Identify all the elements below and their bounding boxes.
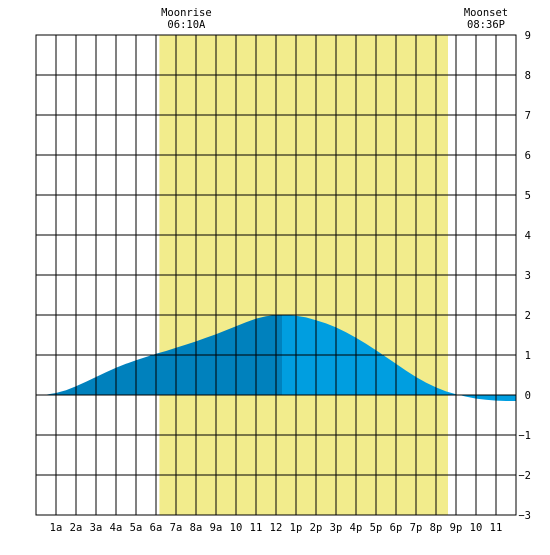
grid xyxy=(36,35,516,515)
x-tick-label: 11 xyxy=(490,522,503,534)
moonrise-label: Moonrise xyxy=(161,7,212,19)
plot-frame xyxy=(35,34,517,516)
y-tick-label: 7 xyxy=(525,110,531,122)
x-tick-label: 9a xyxy=(210,522,223,534)
y-tick-label: 3 xyxy=(525,270,531,282)
moonrise-time: 06:10A xyxy=(167,19,206,31)
y-tick-label: 5 xyxy=(525,190,531,202)
x-tick-label: 1p xyxy=(290,522,303,534)
x-tick-label: 8p xyxy=(430,522,443,534)
x-tick-label: 5p xyxy=(370,522,383,534)
x-tick-label: 3p xyxy=(330,522,343,534)
y-tick-label: 8 xyxy=(525,70,531,82)
x-tick-label: 10 xyxy=(470,522,483,534)
y-tick-labels: 9 8 7 6 5 4 3 2 1 0 −1 −2 −3 xyxy=(518,30,531,522)
x-tick-label: 3a xyxy=(90,522,103,534)
y-tick-label: 0 xyxy=(525,390,531,402)
y-tick-label: 2 xyxy=(525,310,531,322)
y-tick-label: 9 xyxy=(525,30,531,42)
x-tick-label: 7a xyxy=(170,522,183,534)
x-tick-label: 5a xyxy=(130,522,143,534)
x-tick-label: 12 xyxy=(270,522,283,534)
moonset-label: Moonset xyxy=(464,7,508,19)
x-tick-label: 2a xyxy=(70,522,83,534)
moonset-time: 08:36P xyxy=(467,19,505,31)
x-tick-label: 9p xyxy=(450,522,463,534)
y-tick-label: 1 xyxy=(525,350,531,362)
y-tick-label: −3 xyxy=(518,510,531,522)
x-tick-label: 1a xyxy=(50,522,63,534)
y-tick-label: −2 xyxy=(518,470,531,482)
x-tick-label: 4a xyxy=(110,522,123,534)
x-tick-label: 2p xyxy=(310,522,323,534)
y-tick-label: 6 xyxy=(525,150,531,162)
y-tick-label: 4 xyxy=(525,230,531,242)
y-tick-label: −1 xyxy=(518,430,531,442)
tide-area-falling xyxy=(282,315,516,401)
x-tick-label: 10 xyxy=(230,522,243,534)
x-tick-label: 4p xyxy=(350,522,363,534)
x-tick-labels: 1a 2a 3a 4a 5a 6a 7a 8a 9a 10 11 12 1p 2p 3p 4p 5p 6p 7p 8p… xyxy=(50,522,503,534)
x-tick-label: 11 xyxy=(250,522,263,534)
x-tick-label: 7p xyxy=(410,522,423,534)
x-tick-label: 8a xyxy=(190,522,203,534)
x-tick-label: 6a xyxy=(150,522,163,534)
x-tick-label: 6p xyxy=(390,522,403,534)
